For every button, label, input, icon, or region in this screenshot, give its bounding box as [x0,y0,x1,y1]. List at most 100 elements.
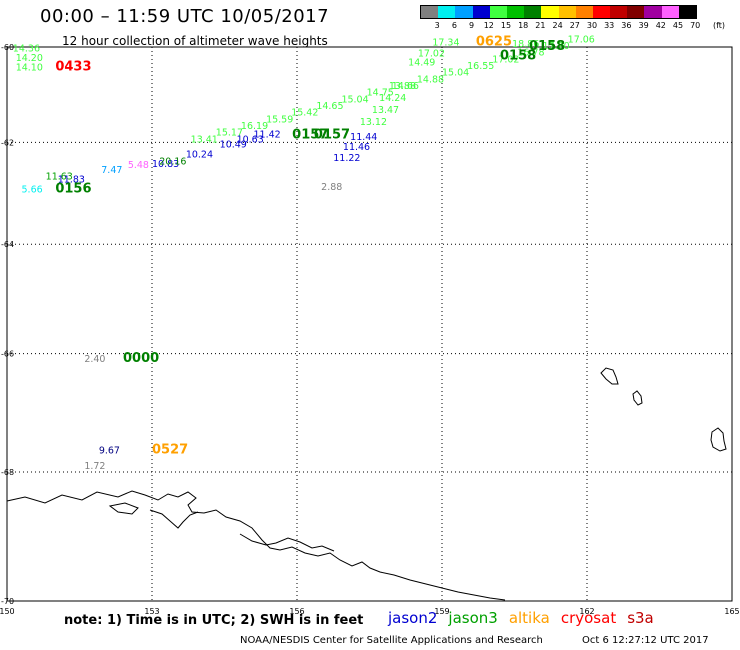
satellite-legend-altika: altika [508,609,550,627]
legend-swatch [678,6,696,18]
island-macquarie-mid [632,390,643,406]
pass-time-label: 0158 [529,39,565,54]
wave-height-label: 2.40 [84,354,105,365]
wave-height-label: 7.47 [101,165,122,176]
track-wave-height: 17.06 [568,34,595,45]
wave-height-label: 13.12 [360,117,387,128]
x-tick-label: 162 [579,607,594,616]
track-wave-height: 16.78 [517,48,544,59]
color-scale-unit: (ft) [713,21,726,30]
x-tick-label: 156 [289,607,304,616]
wave-height-label: 11.44 [350,132,377,143]
pass-time-label: 0433 [55,59,91,74]
wave-height-label: 13.47 [372,105,399,116]
track-wave-height: 15.42 [291,108,318,119]
legend-swatch [421,6,439,18]
legend-swatch [610,6,628,18]
pass-time-label: 0158 [500,49,536,64]
x-tick-label: 150 [0,607,15,616]
y-tick-label: -62 [1,138,14,147]
pass-time-label: 0157 [292,127,328,142]
legend-swatch [438,6,456,18]
coastline [6,367,727,601]
ice-shelf-inlet [149,509,199,529]
legend-label: 30 [586,21,598,30]
satellite-legend-jason3: jason3 [448,609,498,627]
legend-swatch [575,6,593,18]
satellite-legend: jason2 jason3 altika cryosat s3a [388,609,654,627]
color-scale-legend: 3 6 9 12 15 18 21 24 27 30 33 36 39 42 45 70 [420,5,701,31]
wave-height-label: 5.66 [22,184,43,195]
legend-label: 36 [621,21,632,30]
y-tick-label: -70 [1,597,14,606]
pass-time-label: 0156 [55,181,91,196]
antarctic-coastline [6,490,506,601]
island-auckland [710,427,727,452]
footer-credit: NOAA/NESDIS Center for Satellite Applica… [240,635,543,646]
legend-label: 45 [672,21,684,30]
x-tick-label: 159 [434,607,449,616]
x-tick-label: 153 [144,607,159,616]
wave-height-label: 18.86 [512,39,539,50]
wave-height-label: 14.10 [16,62,43,73]
pass-time-label: 0527 [152,443,188,458]
pass-time-label: 0157 [314,127,350,142]
wave-height-label: 14.36 [13,44,40,55]
footer-note: note: 1) Time is in UTC; 2) SWH is in fe… [64,613,364,628]
track-wave-height: 13.41 [191,134,218,145]
legend-label: 24 [552,21,563,30]
track-wave-height: 10.83 [152,159,179,170]
track-wave-height: 16.19 [241,121,268,132]
track-wave-height: 14.75 [367,88,394,99]
y-tick-label: -68 [1,468,14,477]
legend-label: 70 [690,21,701,30]
coast-inner-loop [108,502,139,515]
legend-swatch [506,6,525,18]
pass-time-label: 0000 [123,351,159,366]
y-tick-label: -66 [1,350,14,359]
track-jason2-mid: 10.83 10.24 10.49 11.42 [152,129,281,170]
legend-swatch [489,6,507,18]
track-wave-height: 17.02 [492,54,519,65]
wave-height-label: 14.20 [16,53,43,64]
wave-height-label: 20.16 [159,157,186,168]
legend-swatch [558,6,576,18]
legend-swatch [541,6,559,18]
legend-label: 9 [469,21,475,30]
x-tick-label: 165 [724,607,739,616]
legend-swatch [644,6,662,18]
footer-timestamp: Oct 6 12:27:12 UTC 2017 [582,635,709,646]
wave-height-label: 9.67 [99,446,120,457]
wave-height-label: 10.63 [237,134,264,145]
satellite-legend-cryosat: cryosat [560,609,617,627]
legend-label: 15 [500,21,512,30]
track-wave-height: 11.63 [46,172,73,183]
track-wave-height: 15.59 [266,114,293,125]
wave-height-label: 14.49 [408,58,435,69]
legend-swatch [661,6,679,18]
satellite-legend-jason2: jason2 [388,609,438,627]
legend-label: 42 [655,21,666,30]
track-wave-height: 10.24 [186,149,213,160]
legend-label: 12 [483,21,494,30]
wave-height-label: 13.88 [389,81,416,92]
y-tick-label: -60 [1,43,14,52]
legend-swatch [592,6,611,18]
coast-embayment [239,533,335,552]
page-subtitle: 12 hour collection of altimeter wave hei… [62,34,328,48]
altimeter-tracks: 13.4115.1716.1915.5915.4214.6515.0414.75… [46,34,595,182]
legend-label: 27 [569,21,580,30]
track-wave-height: 15.04 [442,68,469,79]
track-wave-height: 17.70 [543,41,570,52]
page-title: 00:00 – 11:59 UTC 10/05/2017 [40,6,330,27]
legend-label: 6 [451,21,457,30]
track-jason3-west: 11.63 [46,172,73,183]
wave-height-label: 11.46 [343,142,370,153]
legend-swatch [627,6,645,18]
track-wave-height: 15.04 [341,94,368,105]
wave-height-label: 17.02 [418,48,445,59]
wave-height-label: 1.72 [84,461,105,472]
legend-swatch [472,6,490,18]
